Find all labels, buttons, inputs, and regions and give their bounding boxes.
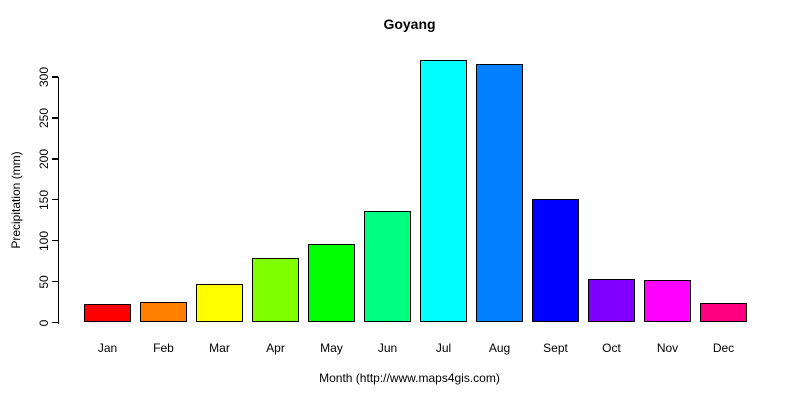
bar-apr — [252, 257, 299, 323]
y-tick-mark-300 — [51, 76, 58, 78]
x-tick-label-oct: Oct — [602, 341, 621, 355]
x-tick-label-jul: Jul — [435, 341, 452, 355]
bar-jun — [364, 211, 411, 323]
y-axis-line — [57, 76, 59, 324]
bar-mar — [196, 284, 243, 323]
x-tick-label-dec: Dec — [712, 341, 735, 355]
x-tick-label-may: May — [320, 341, 343, 355]
x-tick-label-mar: Mar — [209, 341, 230, 355]
y-tick-mark-250 — [51, 117, 58, 119]
chart-title: Goyang — [383, 16, 436, 32]
bar-nov — [644, 279, 691, 323]
y-tick-mark-100 — [51, 239, 58, 242]
x-tick-label-nov: Nov — [656, 341, 679, 355]
y-tick-label-50: 50 — [37, 274, 51, 289]
bar-aug — [476, 63, 523, 323]
y-axis-label: Precipitation (mm) — [9, 151, 23, 249]
y-tick-label-200: 200 — [37, 148, 51, 169]
bar-feb — [140, 302, 187, 323]
x-tick-label-feb: Feb — [153, 341, 174, 355]
bar-jul — [420, 59, 467, 323]
y-tick-mark-150 — [51, 198, 58, 201]
x-tick-label-jun: Jun — [377, 341, 398, 355]
bar-oct — [588, 279, 635, 323]
y-tick-label-150: 150 — [37, 189, 51, 210]
x-tick-label-sept: Sept — [543, 341, 568, 355]
y-tick-label-100: 100 — [37, 230, 51, 251]
bar-dec — [700, 302, 747, 323]
y-tick-mark-50 — [51, 280, 58, 283]
x-tick-label-jan: Jan — [97, 341, 118, 355]
bar-jan — [84, 303, 131, 323]
y-tick-label-0: 0 — [37, 319, 51, 326]
x-tick-label-aug: Aug — [488, 341, 511, 355]
y-tick-label-250: 250 — [37, 107, 51, 128]
x-tick-label-apr: Apr — [266, 341, 285, 355]
bar-may — [308, 243, 355, 323]
x-axis-label: Month (http://www.maps4gis.com) — [319, 371, 500, 385]
y-tick-mark-0 — [51, 321, 58, 324]
y-tick-mark-200 — [51, 158, 58, 160]
y-tick-label-300: 300 — [37, 66, 51, 87]
bar-sept — [532, 198, 579, 323]
